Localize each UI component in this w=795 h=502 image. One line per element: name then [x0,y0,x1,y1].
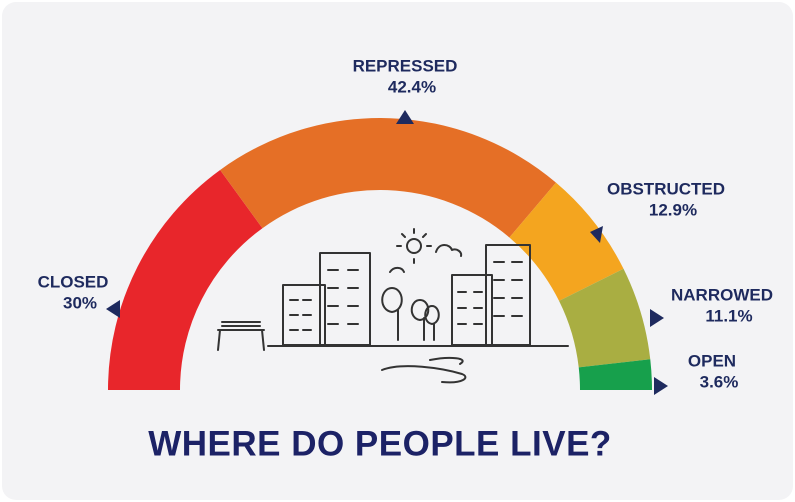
category-label: OBSTRUCTED [607,179,725,198]
value-label: 12.9% [649,200,697,219]
chart-title: WHERE DO PEOPLE LIVE? [148,424,612,463]
category-label: REPRESSED [353,56,458,75]
value-label: 42.4% [388,77,436,96]
value-label: 11.1% [705,306,752,325]
category-label: OPEN [688,351,736,370]
category-label: NARROWED [671,285,773,304]
chart: WHERE DO PEOPLE LIVE? CLOSED 30% REPRESSED… [0,0,795,502]
category-label: CLOSED [38,272,109,291]
value-label: 30% [63,293,97,312]
value-label: 3.6% [700,372,739,391]
